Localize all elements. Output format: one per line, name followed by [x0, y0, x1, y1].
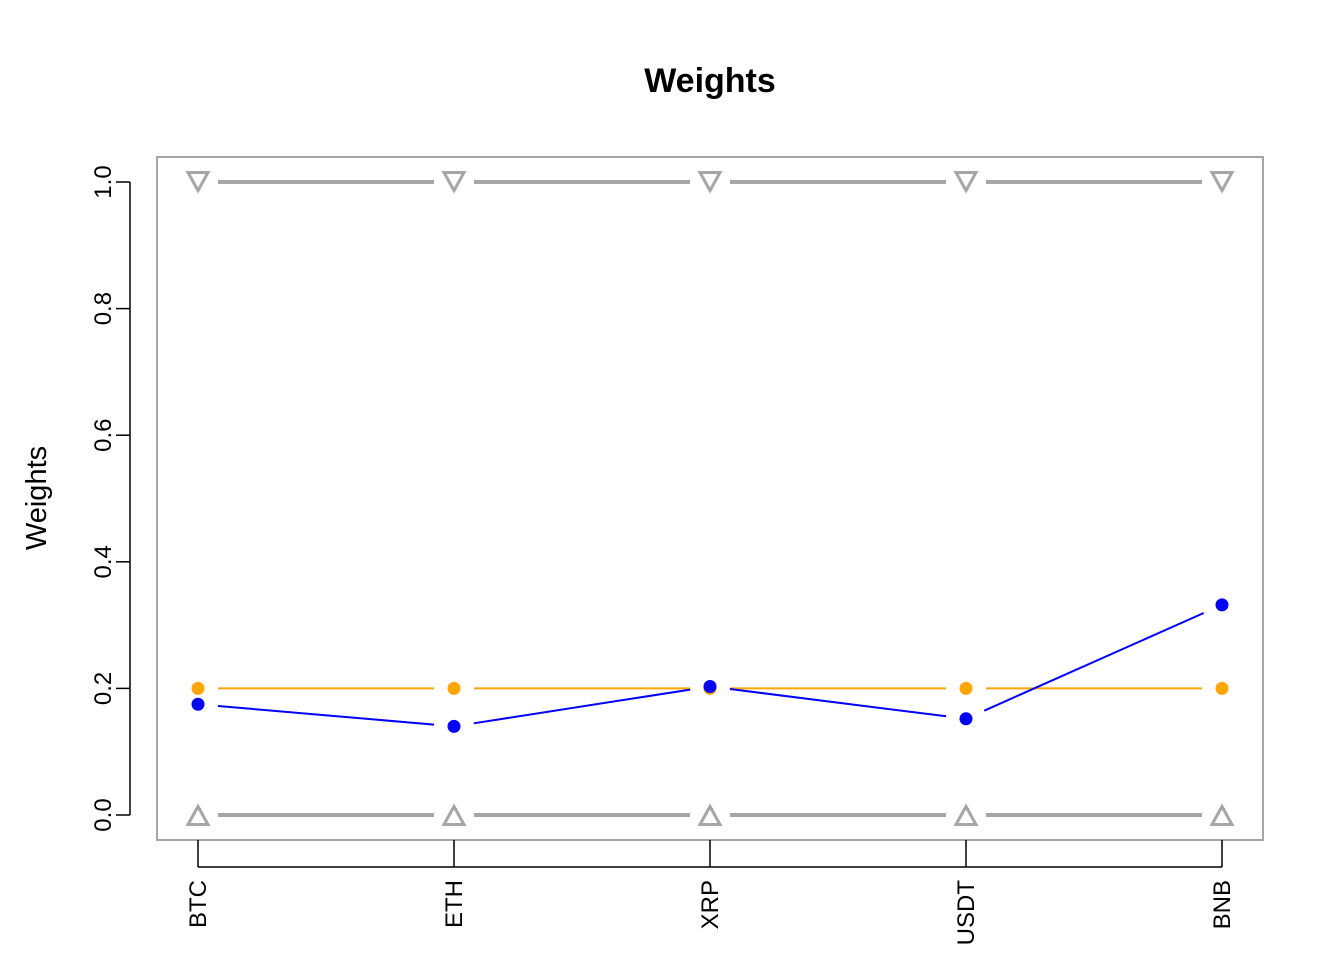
- x-axis: BTC ETH XRP USDT BNB: [185, 840, 1236, 945]
- y-tick-label: 0.6: [90, 419, 117, 452]
- series-2-point-usdt: [953, 171, 979, 194]
- series-2-point-btc: [185, 171, 211, 194]
- x-tick-label-usdt: USDT: [953, 880, 980, 946]
- series-2-point-xrp: [697, 171, 723, 194]
- series-3-point-bnb: [1209, 803, 1235, 826]
- series-0-point-eth: [447, 681, 461, 695]
- series-3-point-btc: [185, 803, 211, 826]
- y-axis-label: Weights: [21, 446, 53, 550]
- series-1-point-usdt: [959, 712, 973, 726]
- series-1-point-eth: [447, 719, 461, 733]
- series-1-line: [473, 688, 691, 725]
- series-3-point-usdt: [953, 803, 979, 826]
- y-tick-label: 1.0: [90, 165, 117, 198]
- series-0-point-btc: [191, 681, 205, 695]
- series-2-point-eth: [441, 171, 467, 194]
- series-3-point-eth: [441, 803, 467, 826]
- series-1-point-btc: [191, 697, 205, 711]
- x-tick-label-xrp: XRP: [697, 880, 724, 929]
- x-tick-label-eth: ETH: [441, 880, 468, 928]
- series-1-line: [217, 704, 435, 726]
- y-tick-label: 0.0: [90, 798, 117, 831]
- series-1-line: [983, 612, 1205, 712]
- series-2-point-bnb: [1209, 171, 1235, 194]
- series-1-point-bnb: [1215, 598, 1229, 612]
- series-1-line: [729, 688, 947, 718]
- y-axis: 0.0 0.2 0.4 0.6 0.8 1.0: [90, 165, 131, 832]
- x-tick-label-bnb: BNB: [1209, 880, 1236, 929]
- plot-frame: [156, 156, 1264, 841]
- series-layer: [185, 171, 1235, 826]
- y-tick-label: 0.2: [90, 672, 117, 705]
- chart-title: Weights: [644, 62, 776, 100]
- y-tick-label: 0.8: [90, 292, 117, 325]
- series-1-point-xrp: [703, 680, 717, 694]
- series-0-point-usdt: [959, 681, 973, 695]
- series-3-point-xrp: [697, 803, 723, 826]
- x-tick-label-btc: BTC: [185, 880, 212, 928]
- series-0-point-bnb: [1215, 681, 1229, 695]
- y-tick-label: 0.4: [90, 545, 117, 578]
